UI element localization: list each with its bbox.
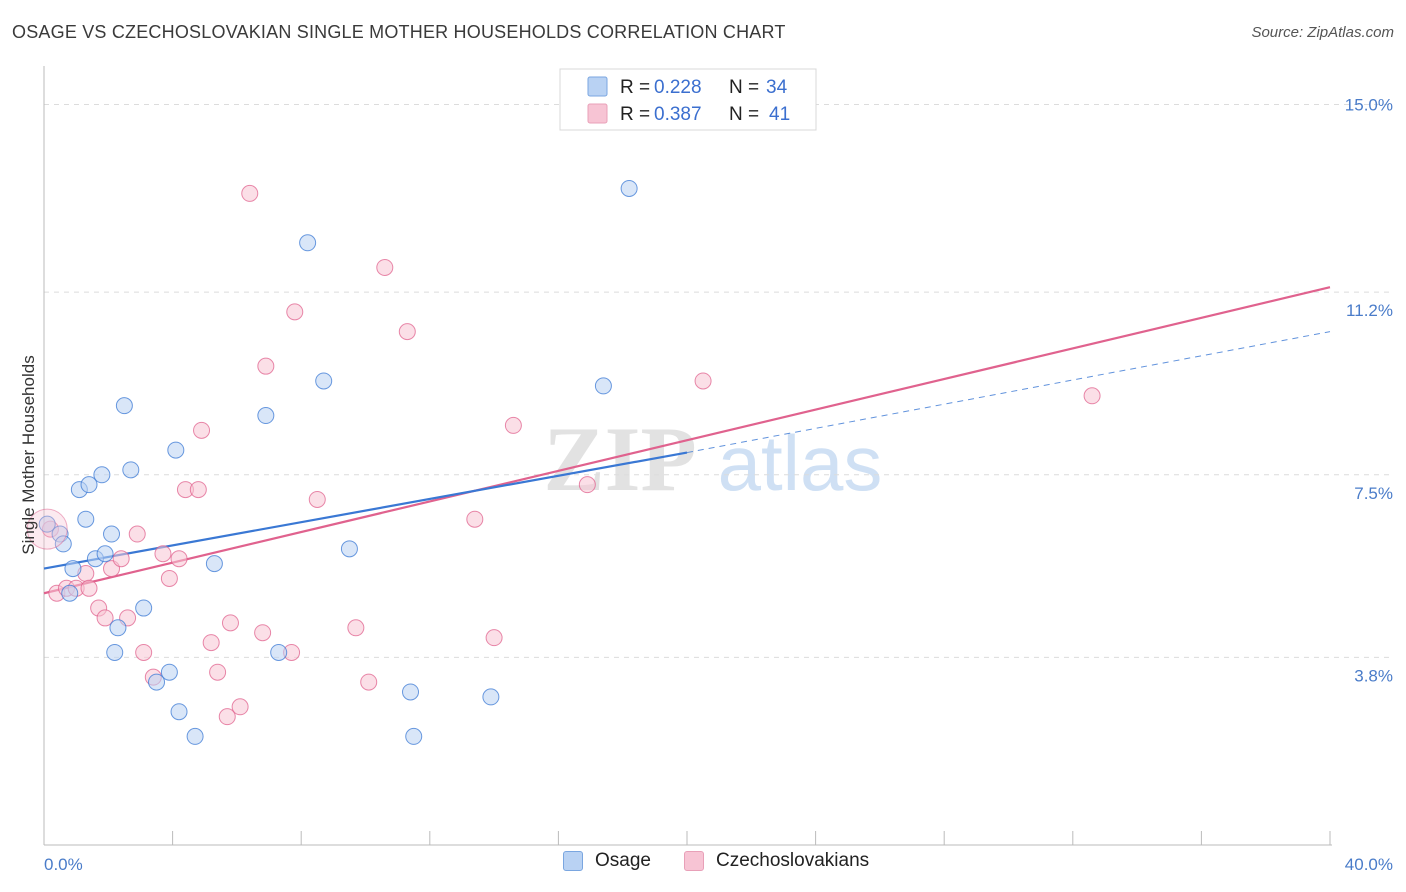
point-osage (167, 441, 185, 459)
bottom-legend-czechoslovakians: Czechoslovakians (684, 850, 869, 872)
bottom-legend: Osage Czechoslovakians (0, 850, 1406, 880)
data-points (26, 179, 1101, 745)
point-czechoslovakians (80, 579, 98, 597)
point-osage (61, 584, 79, 602)
point-czechoslovakians (376, 258, 394, 276)
point-osage (115, 397, 133, 415)
point-czechoslovakians (231, 698, 249, 716)
point-osage (148, 673, 166, 691)
point-osage (257, 407, 275, 425)
point-osage (77, 510, 95, 528)
point-osage (405, 727, 423, 745)
point-czechoslovakians (578, 476, 596, 494)
x-tick-label-max: 40.0% (1345, 855, 1393, 874)
point-osage (270, 643, 288, 661)
trend-line-czechoslovakians (43, 286, 1331, 595)
point-czechoslovakians (193, 421, 211, 439)
point-czechoslovakians (360, 673, 378, 691)
point-cluster-large (26, 508, 68, 550)
point-osage (106, 643, 124, 661)
czechoslovakians-legend-label: Czechoslovakians (716, 850, 870, 871)
point-czechoslovakians (257, 357, 275, 375)
trend-line-osage (43, 451, 688, 570)
point-osage (170, 703, 188, 721)
y-axis-label: Single Mother Households (19, 355, 38, 554)
point-czechoslovakians (170, 550, 188, 568)
point-czechoslovakians (209, 663, 227, 681)
bottom-legend-osage: Osage (563, 850, 651, 872)
point-osage (299, 234, 317, 252)
point-czechoslovakians (504, 416, 522, 434)
legend-swatch-czechoslovakians (587, 103, 608, 124)
point-osage (93, 466, 111, 484)
point-czechoslovakians (694, 372, 712, 390)
point-osage (340, 540, 358, 558)
point-czechoslovakians (96, 609, 114, 627)
point-czechoslovakians (189, 481, 207, 499)
point-osage (122, 461, 140, 479)
point-czechoslovakians (128, 525, 146, 543)
point-czechoslovakians (218, 708, 236, 726)
point-czechoslovakians (241, 184, 259, 202)
point-czechoslovakians (112, 550, 130, 568)
point-osage (315, 372, 333, 390)
source-credit: Source: ZipAtlas.com (1251, 24, 1394, 41)
point-osage (38, 515, 56, 533)
point-osage (594, 377, 612, 395)
chart-title: OSAGE VS CZECHOSLOVAKIAN SINGLE MOTHER H… (12, 22, 786, 42)
watermark-zip: ZIP (543, 408, 696, 510)
legend-r-value-osage: 0.228 (654, 77, 702, 98)
point-osage (205, 555, 223, 573)
point-czechoslovakians (254, 624, 272, 642)
watermark-atlas: atlas (718, 419, 883, 507)
point-czechoslovakians (160, 569, 178, 587)
y-tick-label: 3.8% (1354, 666, 1393, 685)
point-osage (135, 599, 153, 617)
point-czechoslovakians (398, 323, 416, 341)
point-osage (109, 619, 127, 637)
y-tick-label: 11.2% (1346, 301, 1393, 320)
czechoslovakians-swatch (684, 851, 704, 871)
point-osage (64, 560, 82, 578)
point-osage (186, 727, 204, 745)
y-tick-label: 7.5% (1354, 484, 1393, 503)
legend-n-label-czechoslovakians: N = (729, 104, 759, 125)
point-czechoslovakians (466, 510, 484, 528)
point-osage (620, 179, 638, 197)
x-tick-label-min: 0.0% (44, 855, 83, 874)
osage-swatch (563, 851, 583, 871)
legend-r-label-osage: R = (620, 77, 650, 98)
point-osage (54, 535, 72, 553)
point-czechoslovakians (135, 643, 153, 661)
gridlines (44, 104, 1392, 658)
point-osage (402, 683, 420, 701)
point-osage (103, 525, 121, 543)
point-czechoslovakians (347, 619, 365, 637)
stats-legend: R = 0.228 N = 34 R = 0.387 N = 41 (559, 68, 817, 131)
legend-n-label-osage: N = (729, 77, 759, 98)
point-osage (160, 663, 178, 681)
trend-lines (43, 286, 1331, 595)
point-osage (96, 545, 114, 563)
point-osage (482, 688, 500, 706)
point-czechoslovakians (286, 303, 304, 321)
legend-r-label-czechoslovakians: R = (620, 104, 650, 125)
point-czechoslovakians (202, 634, 220, 652)
y-tick-label: 15.0% (1345, 96, 1393, 115)
point-osage (80, 476, 98, 494)
legend-n-value-czechoslovakians: 41 (769, 104, 790, 125)
tick-labels: 3.8% 7.5% 11.2% 15.0% 0.0% 40.0% (44, 96, 1393, 874)
legend-r-value-czechoslovakians: 0.387 (654, 104, 702, 125)
axes (43, 66, 1332, 846)
osage-legend-label: Osage (595, 850, 651, 871)
point-czechoslovakians (154, 545, 172, 563)
point-czechoslovakians (485, 629, 503, 647)
point-czechoslovakians (308, 490, 326, 508)
point-czechoslovakians (1083, 387, 1101, 405)
legend-n-value-osage: 34 (766, 77, 788, 98)
point-czechoslovakians (221, 614, 239, 632)
legend-swatch-osage (587, 76, 608, 97)
